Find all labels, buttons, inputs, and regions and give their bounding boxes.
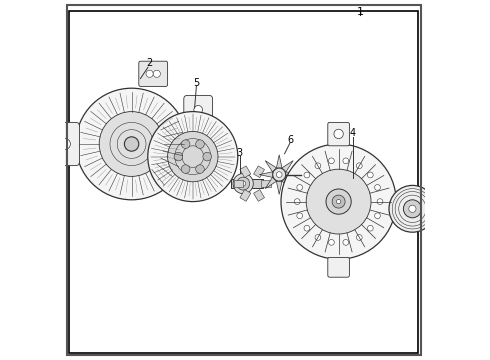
Circle shape bbox=[356, 163, 362, 168]
Text: 6: 6 bbox=[287, 135, 293, 145]
Circle shape bbox=[315, 163, 321, 168]
Text: 4: 4 bbox=[350, 128, 356, 138]
Polygon shape bbox=[261, 180, 270, 187]
Polygon shape bbox=[254, 166, 265, 177]
Polygon shape bbox=[240, 190, 251, 201]
Circle shape bbox=[409, 205, 416, 212]
Circle shape bbox=[146, 70, 153, 77]
Circle shape bbox=[334, 129, 343, 139]
Circle shape bbox=[233, 174, 253, 194]
FancyBboxPatch shape bbox=[49, 122, 79, 166]
Text: 5: 5 bbox=[193, 78, 199, 88]
Polygon shape bbox=[282, 161, 293, 172]
Circle shape bbox=[377, 199, 383, 204]
Polygon shape bbox=[234, 180, 243, 187]
Polygon shape bbox=[231, 179, 263, 188]
FancyBboxPatch shape bbox=[184, 95, 213, 126]
Circle shape bbox=[194, 105, 202, 114]
Circle shape bbox=[328, 158, 334, 164]
Polygon shape bbox=[276, 181, 282, 194]
Text: 3: 3 bbox=[237, 148, 243, 158]
Circle shape bbox=[276, 172, 282, 177]
Polygon shape bbox=[286, 172, 299, 177]
Circle shape bbox=[190, 177, 199, 186]
Circle shape bbox=[375, 185, 380, 190]
Circle shape bbox=[153, 70, 160, 77]
Circle shape bbox=[196, 140, 204, 148]
Polygon shape bbox=[265, 161, 276, 172]
Circle shape bbox=[294, 199, 300, 204]
Circle shape bbox=[203, 152, 212, 161]
Circle shape bbox=[99, 112, 164, 176]
Circle shape bbox=[174, 152, 183, 161]
Circle shape bbox=[168, 131, 218, 182]
Circle shape bbox=[181, 140, 190, 148]
Circle shape bbox=[326, 189, 351, 214]
Circle shape bbox=[60, 139, 71, 149]
Circle shape bbox=[403, 200, 421, 218]
Circle shape bbox=[273, 168, 286, 181]
Circle shape bbox=[368, 172, 373, 178]
Circle shape bbox=[356, 235, 362, 240]
Circle shape bbox=[281, 144, 396, 259]
Circle shape bbox=[375, 213, 380, 219]
Text: 1: 1 bbox=[357, 6, 364, 17]
Polygon shape bbox=[259, 172, 272, 177]
Circle shape bbox=[368, 225, 373, 231]
Polygon shape bbox=[282, 177, 293, 189]
Polygon shape bbox=[276, 155, 282, 168]
Polygon shape bbox=[240, 166, 251, 177]
Circle shape bbox=[306, 169, 371, 234]
Circle shape bbox=[315, 235, 321, 240]
Polygon shape bbox=[265, 177, 276, 189]
Circle shape bbox=[124, 137, 139, 151]
Circle shape bbox=[196, 165, 204, 174]
Circle shape bbox=[328, 239, 334, 245]
FancyBboxPatch shape bbox=[328, 257, 349, 277]
Circle shape bbox=[337, 199, 341, 204]
Circle shape bbox=[343, 239, 349, 245]
Circle shape bbox=[181, 165, 190, 174]
Circle shape bbox=[297, 185, 303, 190]
Circle shape bbox=[297, 213, 303, 219]
FancyBboxPatch shape bbox=[180, 167, 207, 194]
Circle shape bbox=[241, 181, 245, 186]
FancyBboxPatch shape bbox=[139, 61, 168, 86]
Circle shape bbox=[76, 88, 187, 200]
Circle shape bbox=[332, 195, 345, 208]
FancyBboxPatch shape bbox=[328, 122, 349, 146]
Text: 2: 2 bbox=[147, 58, 153, 68]
Circle shape bbox=[148, 112, 238, 202]
Circle shape bbox=[304, 172, 310, 178]
Circle shape bbox=[389, 185, 436, 232]
Circle shape bbox=[343, 158, 349, 164]
Circle shape bbox=[304, 225, 310, 231]
Circle shape bbox=[237, 177, 250, 190]
Polygon shape bbox=[254, 190, 265, 201]
